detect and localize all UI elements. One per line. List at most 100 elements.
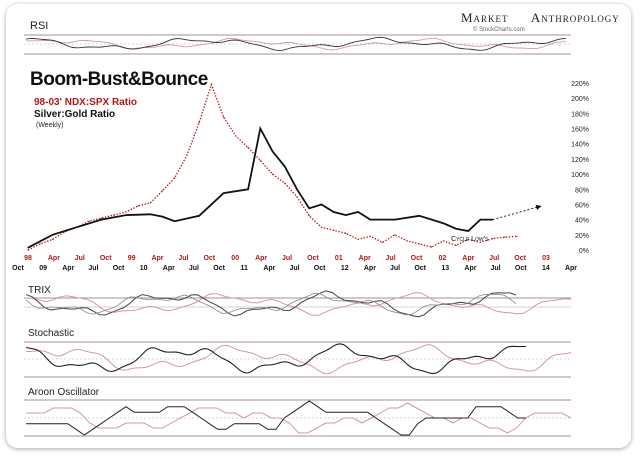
trix-panel: TRIX bbox=[24, 285, 572, 318]
trix-label: TRIX bbox=[28, 285, 51, 296]
silver-gold-point bbox=[125, 214, 127, 216]
y-tick-label: 20% bbox=[575, 233, 589, 240]
silver-gold-point bbox=[467, 230, 469, 232]
stochastic-label: Stochastic bbox=[28, 328, 74, 339]
y-tick-label: 100% bbox=[571, 172, 589, 179]
silver-gold-point bbox=[308, 207, 310, 209]
silver-gold-point bbox=[357, 211, 359, 213]
ndx-spx-point bbox=[308, 215, 310, 217]
x-tick-label-black: 12 bbox=[341, 265, 349, 272]
ndx-spx-point bbox=[112, 214, 115, 216]
legend-weekly: (Weekly) bbox=[36, 122, 63, 129]
silver-gold-point bbox=[320, 203, 323, 206]
trix-line-red bbox=[25, 292, 572, 316]
rsi-panel: RSI bbox=[24, 20, 571, 55]
chart-title: Boom-Bust&Bounce bbox=[30, 69, 208, 90]
silver-gold-point bbox=[333, 211, 335, 213]
x-axis-ticks-red: 98 Apr Jul Oct 99 Apr Jul Oct 00 Apr Jul Oct 01 Apr Ju… bbox=[24, 255, 550, 262]
ndx-spx-point bbox=[296, 196, 298, 198]
ndx-spx-point bbox=[186, 154, 188, 156]
ndx-spx-point bbox=[369, 235, 371, 237]
ndx-spx-point bbox=[174, 177, 176, 179]
x-tick-label-red: Oct bbox=[203, 255, 215, 262]
chart-frame: Market ⚕ Anthropology © StockCharts.com … bbox=[6, 4, 631, 448]
y-tick-label: 220% bbox=[571, 81, 589, 88]
legend-silver-gold: Silver:Gold Ratio bbox=[34, 109, 115, 120]
x-tick-label-black: 11 bbox=[241, 265, 249, 272]
x-tick-label-black: Apr bbox=[62, 265, 74, 272]
silver-gold-point bbox=[394, 219, 396, 221]
x-tick-label-red: Oct bbox=[100, 255, 112, 262]
y-tick-label: 140% bbox=[571, 142, 589, 149]
ndx-spx-point bbox=[39, 243, 41, 245]
silver-gold-point bbox=[296, 188, 298, 190]
ndx-spx-point bbox=[284, 182, 286, 184]
chart-svg: RSI Boom-Bust&Bounce 98-03' NDX:SPX Rati… bbox=[12, 20, 589, 437]
stoch-line-black bbox=[25, 343, 526, 375]
rsi-label: RSI bbox=[30, 20, 48, 32]
x-tick-label-black: Jul bbox=[189, 265, 199, 272]
x-tick-label-black: Oct bbox=[515, 265, 527, 272]
ndx-spx-point bbox=[161, 190, 164, 192]
y-tick-label: 0% bbox=[579, 248, 589, 255]
silver-gold-point bbox=[418, 215, 420, 217]
y-axis-ticks: 220% 200% 180% 160% 140% 120% 100% 80% 60% 40% 20%… bbox=[571, 81, 589, 255]
ndx-spx-point bbox=[247, 146, 249, 149]
x-tick-label-red: 00 bbox=[231, 255, 239, 262]
silver-gold-point bbox=[51, 234, 54, 236]
aroon-line-red bbox=[26, 402, 572, 434]
ndx-spx-point bbox=[64, 231, 66, 233]
x-tick-label-black: 10 bbox=[140, 265, 148, 272]
stochastic-panel: Stochastic bbox=[24, 328, 572, 378]
y-tick-label: 60% bbox=[575, 202, 589, 209]
legend: 98-03' NDX:SPX Ratio Silver:Gold Ratio (… bbox=[34, 97, 137, 129]
ndx-spx-point bbox=[455, 244, 457, 247]
aroon-line-black bbox=[26, 400, 526, 436]
x-tick-label-black: Oct bbox=[414, 265, 426, 272]
trix-signal-line bbox=[25, 292, 517, 316]
y-tick-label: 40% bbox=[575, 218, 589, 225]
x-tick-label-red: Apr bbox=[462, 255, 474, 262]
ndx-spx-point bbox=[149, 202, 151, 204]
y-tick-label: 180% bbox=[571, 111, 589, 118]
ndx-spx-point bbox=[100, 217, 102, 219]
x-tick-label-black: Apr bbox=[565, 265, 577, 272]
x-axis-ticks-black: Oct 09 Apr Jul Oct 10 Apr Jul Oct 11 Apr Jul Oct 12 Ap… bbox=[12, 265, 577, 272]
x-tick-label-black: Jul bbox=[390, 265, 400, 272]
ndx-spx-point bbox=[137, 205, 139, 207]
silver-gold-point bbox=[369, 219, 371, 221]
legend-ndx-spx: 98-03' NDX:SPX Ratio bbox=[34, 97, 137, 108]
cycle-low-annotation: Cycle Low's bbox=[451, 236, 489, 243]
silver-gold-points bbox=[27, 127, 494, 249]
x-tick-label-red: Oct bbox=[411, 255, 423, 262]
rsi-line-red bbox=[25, 37, 567, 51]
trend-arrow-head bbox=[535, 204, 542, 210]
ndx-spx-point bbox=[479, 241, 482, 244]
brand-word-market: Market bbox=[461, 10, 509, 25]
silver-gold-point bbox=[247, 188, 249, 190]
ndx-spx-point bbox=[27, 249, 29, 251]
silver-gold-point bbox=[27, 247, 29, 249]
rsi-line-black bbox=[25, 36, 567, 51]
ndx-spx-point bbox=[198, 121, 200, 124]
silver-gold-point bbox=[455, 228, 457, 230]
x-tick-label-black: Jul bbox=[491, 265, 501, 272]
x-tick-label-black: 09 bbox=[39, 265, 47, 272]
ndx-spx-point bbox=[333, 229, 335, 231]
ndx-spx-point bbox=[88, 220, 90, 222]
x-tick-label-red: 03 bbox=[542, 255, 550, 262]
y-tick-label: 200% bbox=[571, 96, 589, 103]
silver-gold-point bbox=[479, 219, 482, 221]
x-tick-label-black: Oct bbox=[12, 265, 24, 272]
chart-title-text: Boom-Bust&Bounce bbox=[30, 69, 208, 90]
x-tick-label-red: 02 bbox=[439, 255, 447, 262]
x-tick-label-red: Apr bbox=[359, 255, 371, 262]
y-tick-label: 120% bbox=[571, 157, 589, 164]
x-tick-label-black: Apr bbox=[464, 265, 476, 272]
x-tick-label-black: 13 bbox=[441, 265, 449, 272]
x-tick-label-black: 14 bbox=[542, 265, 550, 272]
x-tick-label-red: Oct bbox=[307, 255, 319, 262]
silver-gold-point bbox=[271, 150, 274, 152]
x-tick-label-black: Apr bbox=[364, 265, 376, 272]
ndx-spx-point bbox=[320, 226, 323, 228]
